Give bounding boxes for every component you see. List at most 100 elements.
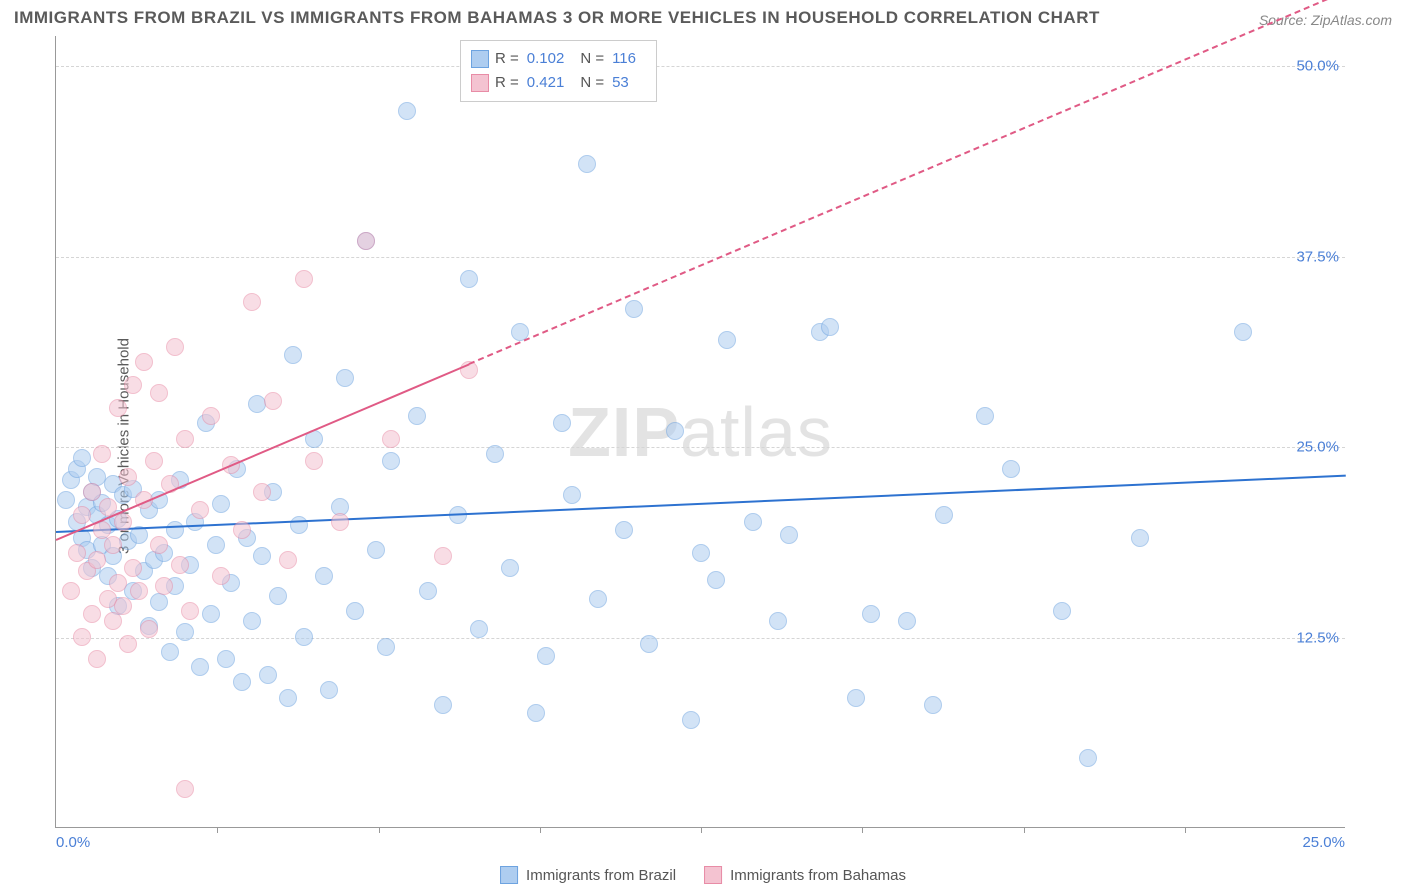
data-point	[264, 392, 282, 410]
data-point	[382, 430, 400, 448]
y-tick-label: 25.0%	[1296, 439, 1339, 456]
data-point	[233, 521, 251, 539]
data-point	[140, 620, 158, 638]
data-point	[279, 689, 297, 707]
x-tick-label: 0.0%	[56, 834, 90, 851]
data-point	[295, 628, 313, 646]
data-point	[253, 547, 271, 565]
data-point	[898, 612, 916, 630]
data-point	[315, 567, 333, 585]
data-point	[104, 612, 122, 630]
data-point	[553, 414, 571, 432]
legend-r-value: 0.421	[527, 71, 565, 95]
data-point	[434, 547, 452, 565]
legend-swatch	[471, 74, 489, 92]
data-point	[166, 521, 184, 539]
data-point	[191, 501, 209, 519]
data-point	[537, 647, 555, 665]
data-point	[718, 331, 736, 349]
data-point	[382, 452, 400, 470]
data-point	[176, 780, 194, 798]
legend-item: Immigrants from Brazil	[500, 866, 676, 884]
x-tick	[862, 827, 863, 833]
x-tick	[701, 827, 702, 833]
legend-row: R =0.102N =116	[471, 47, 646, 71]
data-point	[295, 270, 313, 288]
legend-r-value: 0.102	[527, 47, 565, 71]
data-point	[434, 696, 452, 714]
data-point	[217, 650, 235, 668]
data-point	[589, 590, 607, 608]
data-point	[357, 232, 375, 250]
data-point	[744, 513, 762, 531]
x-tick	[540, 827, 541, 833]
legend-swatch	[704, 866, 722, 884]
data-point	[207, 536, 225, 554]
data-point	[150, 536, 168, 554]
data-point	[62, 582, 80, 600]
x-tick	[379, 827, 380, 833]
data-point	[862, 605, 880, 623]
legend-label: Immigrants from Brazil	[526, 867, 676, 884]
data-point	[692, 544, 710, 562]
data-point	[176, 430, 194, 448]
data-point	[114, 513, 132, 531]
gridline	[56, 66, 1345, 67]
data-point	[155, 577, 173, 595]
data-point	[135, 353, 153, 371]
legend-n-value: 116	[612, 47, 636, 71]
data-point	[346, 602, 364, 620]
data-point	[486, 445, 504, 463]
data-point	[578, 155, 596, 173]
data-point	[1079, 749, 1097, 767]
data-point	[666, 422, 684, 440]
legend-n-value: 53	[612, 71, 629, 95]
data-point	[976, 407, 994, 425]
data-point	[625, 300, 643, 318]
scatter-plot-area: ZIPatlas 12.5%25.0%37.5%50.0%0.0%25.0%	[55, 36, 1345, 828]
data-point	[367, 541, 385, 559]
data-point	[124, 376, 142, 394]
data-point	[1002, 460, 1020, 478]
correlation-legend: R =0.102N =116R =0.421N =53	[460, 40, 657, 102]
data-point	[243, 293, 261, 311]
legend-n-label: N =	[580, 71, 604, 95]
data-point	[233, 673, 251, 691]
data-point	[93, 445, 111, 463]
data-point	[88, 551, 106, 569]
x-tick	[1024, 827, 1025, 833]
data-point	[202, 407, 220, 425]
y-tick-label: 50.0%	[1296, 58, 1339, 75]
x-tick	[217, 827, 218, 833]
data-point	[119, 635, 137, 653]
data-point	[68, 544, 86, 562]
data-point	[408, 407, 426, 425]
gridline	[56, 257, 1345, 258]
data-point	[166, 338, 184, 356]
data-point	[83, 483, 101, 501]
data-point	[331, 513, 349, 531]
data-point	[212, 567, 230, 585]
gridline	[56, 447, 1345, 448]
gridline	[56, 638, 1345, 639]
data-point	[109, 399, 127, 417]
trend-line	[56, 363, 470, 540]
x-tick-label: 25.0%	[1302, 834, 1345, 851]
trend-line	[56, 475, 1346, 533]
series-legend: Immigrants from BrazilImmigrants from Ba…	[500, 866, 906, 884]
chart-title: IMMIGRANTS FROM BRAZIL VS IMMIGRANTS FRO…	[14, 8, 1100, 28]
data-point	[176, 623, 194, 641]
data-point	[780, 526, 798, 544]
data-point	[83, 605, 101, 623]
data-point	[73, 628, 91, 646]
data-point	[191, 658, 209, 676]
data-point	[527, 704, 545, 722]
legend-swatch	[500, 866, 518, 884]
data-point	[279, 551, 297, 569]
data-point	[320, 681, 338, 699]
data-point	[130, 582, 148, 600]
data-point	[1131, 529, 1149, 547]
data-point	[104, 536, 122, 554]
data-point	[161, 643, 179, 661]
data-point	[640, 635, 658, 653]
